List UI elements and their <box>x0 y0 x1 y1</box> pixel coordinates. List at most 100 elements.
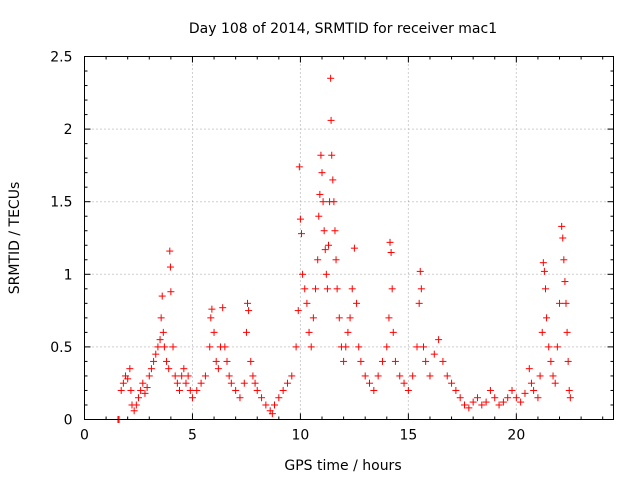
data-point <box>448 379 456 387</box>
data-point <box>132 401 140 409</box>
data-point <box>160 343 168 351</box>
data-point <box>206 343 214 351</box>
data-point <box>443 372 451 380</box>
data-point <box>330 198 338 206</box>
data-point <box>551 379 559 387</box>
plot-frame <box>84 56 614 420</box>
data-point <box>178 372 186 380</box>
data-point <box>482 398 490 406</box>
data-point <box>212 357 220 365</box>
data-point <box>124 375 132 383</box>
data-point <box>150 357 158 365</box>
data-point <box>332 256 340 264</box>
data-point <box>283 379 291 387</box>
data-point <box>538 328 546 336</box>
data-point <box>536 372 544 380</box>
data-point <box>321 246 329 254</box>
data-point <box>404 386 412 394</box>
data-point <box>318 169 326 177</box>
data-point <box>197 379 205 387</box>
data-point <box>413 343 421 351</box>
x-axis-label: GPS time / hours <box>284 458 401 474</box>
data-point <box>130 407 138 415</box>
data-point <box>558 222 566 230</box>
data-point <box>245 307 253 315</box>
data-point <box>141 389 149 397</box>
data-point <box>491 394 499 402</box>
data-point <box>540 267 548 275</box>
x-tick-label: 10 <box>292 428 310 444</box>
data-point <box>193 386 201 394</box>
data-point <box>305 328 313 336</box>
grid-layer <box>84 56 614 420</box>
data-point <box>559 234 567 242</box>
data-point <box>182 379 190 387</box>
data-point <box>378 357 386 365</box>
data-point <box>527 379 535 387</box>
data-point <box>297 230 305 238</box>
data-point <box>374 372 382 380</box>
y-tick-label: 0.5 <box>50 340 72 356</box>
data-point <box>157 314 165 322</box>
data-point <box>344 328 352 336</box>
data-point <box>163 357 171 365</box>
data-point <box>188 394 196 402</box>
data-point <box>158 292 166 300</box>
data-point <box>566 394 574 402</box>
data-point <box>317 151 325 159</box>
data-point <box>244 299 252 307</box>
data-point <box>525 365 533 373</box>
data-point <box>134 394 142 402</box>
data-point <box>186 386 194 394</box>
data-point <box>504 394 512 402</box>
data-point <box>156 336 164 344</box>
y-tick-label: 2.5 <box>50 50 72 66</box>
data-point <box>340 357 348 365</box>
data-point <box>201 372 209 380</box>
data-point <box>486 386 494 394</box>
data-point <box>560 256 568 264</box>
data-point <box>563 328 571 336</box>
data-point <box>268 410 276 418</box>
data-point <box>439 357 447 365</box>
data-points <box>114 74 574 423</box>
data-point <box>312 285 320 293</box>
data-point <box>323 285 331 293</box>
data-point <box>117 386 125 394</box>
data-point <box>169 343 177 351</box>
data-point <box>388 285 396 293</box>
data-point <box>530 386 538 394</box>
data-point <box>350 244 358 252</box>
data-point <box>545 343 553 351</box>
data-point <box>355 343 363 351</box>
data-point <box>225 372 233 380</box>
data-point <box>236 394 244 402</box>
data-point <box>154 343 162 351</box>
data-point <box>207 314 215 322</box>
data-point <box>473 394 481 402</box>
data-point <box>426 372 434 380</box>
data-point <box>547 357 555 365</box>
data-point <box>562 299 570 307</box>
data-point <box>396 372 404 380</box>
data-point <box>180 365 188 373</box>
data-point <box>541 285 549 293</box>
data-point <box>517 398 525 406</box>
data-point <box>348 285 356 293</box>
data-point <box>143 384 151 392</box>
data-point <box>119 379 127 387</box>
data-point <box>387 249 395 257</box>
data-point <box>327 74 335 82</box>
data-point <box>262 401 270 409</box>
x-tick-label: 20 <box>507 428 525 444</box>
data-point <box>534 394 542 402</box>
data-point <box>296 215 304 223</box>
data-point <box>346 314 354 322</box>
data-point <box>333 285 341 293</box>
y-tick-label: 2 <box>64 122 73 138</box>
data-point <box>307 343 315 351</box>
data-point <box>295 163 303 171</box>
data-point <box>389 328 397 336</box>
data-point <box>165 365 173 373</box>
